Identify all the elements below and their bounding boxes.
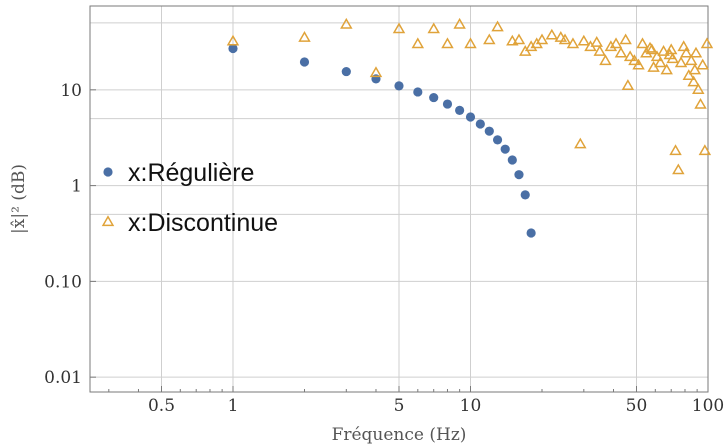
data-point-discontinuous (677, 40, 690, 52)
data-point-discontinuous (666, 52, 679, 64)
data-point-regular (341, 66, 351, 77)
data-point-discontinuous (506, 34, 519, 46)
data-point-discontinuous (694, 97, 707, 109)
data-point-discontinuous (643, 41, 657, 53)
data-point-discontinuous (657, 44, 670, 56)
data-point-regular (492, 135, 503, 145)
data-point-discontinuous (660, 63, 673, 75)
data-point-discontinuous (680, 46, 693, 58)
data-point-discontinuous (687, 75, 700, 87)
legend-triangle-icon (101, 215, 115, 227)
data-point-discontinuous (441, 37, 454, 49)
legend-marker-discontinuous (101, 215, 115, 227)
data-point-discontinuous (545, 28, 559, 40)
data-point-discontinuous (636, 37, 649, 49)
data-point-regular (299, 57, 310, 67)
data-point-discontinuous (684, 54, 698, 66)
data-point-regular (484, 126, 494, 136)
data-point-regular (413, 87, 423, 97)
data-point-discontinuous (632, 58, 645, 70)
data-point-discontinuous (535, 33, 549, 45)
data-point-discontinuous (524, 40, 538, 52)
x-tick-label: 50 (626, 396, 648, 416)
legend: x:Régulière x:Discontinue (101, 159, 278, 237)
y-tick-label: 0.01 (44, 368, 82, 388)
data-point-discontinuous (512, 33, 526, 45)
grid (90, 6, 709, 392)
data-point-discontinuous (689, 46, 703, 58)
data-point-discontinuous (453, 17, 466, 29)
data-point-regular (455, 105, 465, 115)
data-point-discontinuous (226, 34, 240, 46)
data-point-discontinuous (392, 22, 406, 34)
data-point-discontinuous (623, 50, 637, 62)
data-point-discontinuous (669, 144, 682, 156)
data-point-discontinuous (674, 56, 688, 68)
x-tick-label: 10 (460, 396, 482, 416)
data-point-discontinuous (664, 43, 678, 55)
data-point-discontinuous (411, 37, 425, 49)
data-point-discontinuous (491, 20, 504, 32)
x-tick-label: 100 (692, 396, 724, 416)
series-0 (228, 43, 536, 238)
legend-label-discontinuous: x:Discontinue (128, 209, 278, 237)
data-point-discontinuous (628, 54, 641, 66)
data-point-discontinuous (682, 69, 696, 80)
data-point-discontinuous (672, 163, 685, 175)
data-point-discontinuous (614, 46, 628, 58)
data-point-discontinuous (427, 22, 440, 34)
series-1 (226, 17, 714, 175)
data-point-regular (228, 43, 238, 54)
data-point-discontinuous (696, 58, 709, 70)
data-point-discontinuous (645, 43, 659, 55)
x-tick-label: 1 (228, 396, 239, 416)
data-point-regular (465, 112, 476, 122)
data-point-discontinuous (566, 37, 580, 49)
x-tick-label: 5 (394, 396, 405, 416)
legend-circle-icon (103, 167, 113, 177)
data-point-discontinuous (369, 66, 383, 78)
data-point-regular (442, 99, 453, 109)
axis-ticks: 0.5 1 5 10 50 100 0.01 0.10 1 10 (44, 81, 724, 416)
data-point-regular (507, 155, 517, 165)
data-point-discontinuous (577, 34, 591, 46)
x-axis-label: Fréquence (Hz) (332, 425, 467, 445)
y-axis-label: |x̂|² (dB) (9, 164, 29, 234)
data-point-discontinuous (599, 54, 612, 66)
data-point-discontinuous (590, 36, 603, 47)
data-point-discontinuous (298, 31, 311, 42)
data-point-discontinuous (574, 137, 587, 149)
data-point-discontinuous (700, 37, 714, 49)
legend-marker-regular (103, 167, 113, 177)
data-point-discontinuous (483, 33, 496, 45)
data-point-discontinuous (621, 79, 635, 90)
y-tick-label: 0.10 (44, 272, 82, 292)
data-series (226, 17, 714, 238)
data-point-regular (514, 170, 524, 180)
data-point-regular (500, 144, 510, 154)
data-point-regular (429, 92, 439, 103)
data-point-discontinuous (340, 17, 353, 29)
data-point-discontinuous (464, 37, 477, 49)
x-tick-label: 0.5 (148, 396, 175, 416)
data-point-discontinuous (593, 44, 606, 56)
data-point-discontinuous (609, 37, 623, 49)
data-point-regular (475, 119, 485, 129)
data-point-discontinuous (650, 50, 664, 62)
data-point-discontinuous (604, 40, 618, 52)
data-point-discontinuous (558, 33, 572, 45)
data-point-regular (520, 190, 530, 200)
data-point-discontinuous (688, 63, 702, 75)
data-point-discontinuous (698, 144, 712, 156)
data-point-discontinuous (619, 33, 632, 45)
legend-label-regular: x:Régulière (128, 159, 254, 187)
data-point-regular (526, 228, 536, 238)
data-point-discontinuous (654, 56, 667, 68)
data-point-regular (394, 81, 404, 91)
data-point-discontinuous (692, 83, 705, 94)
y-tick-label: 10 (60, 81, 82, 101)
y-tick-label: 1 (71, 177, 82, 197)
